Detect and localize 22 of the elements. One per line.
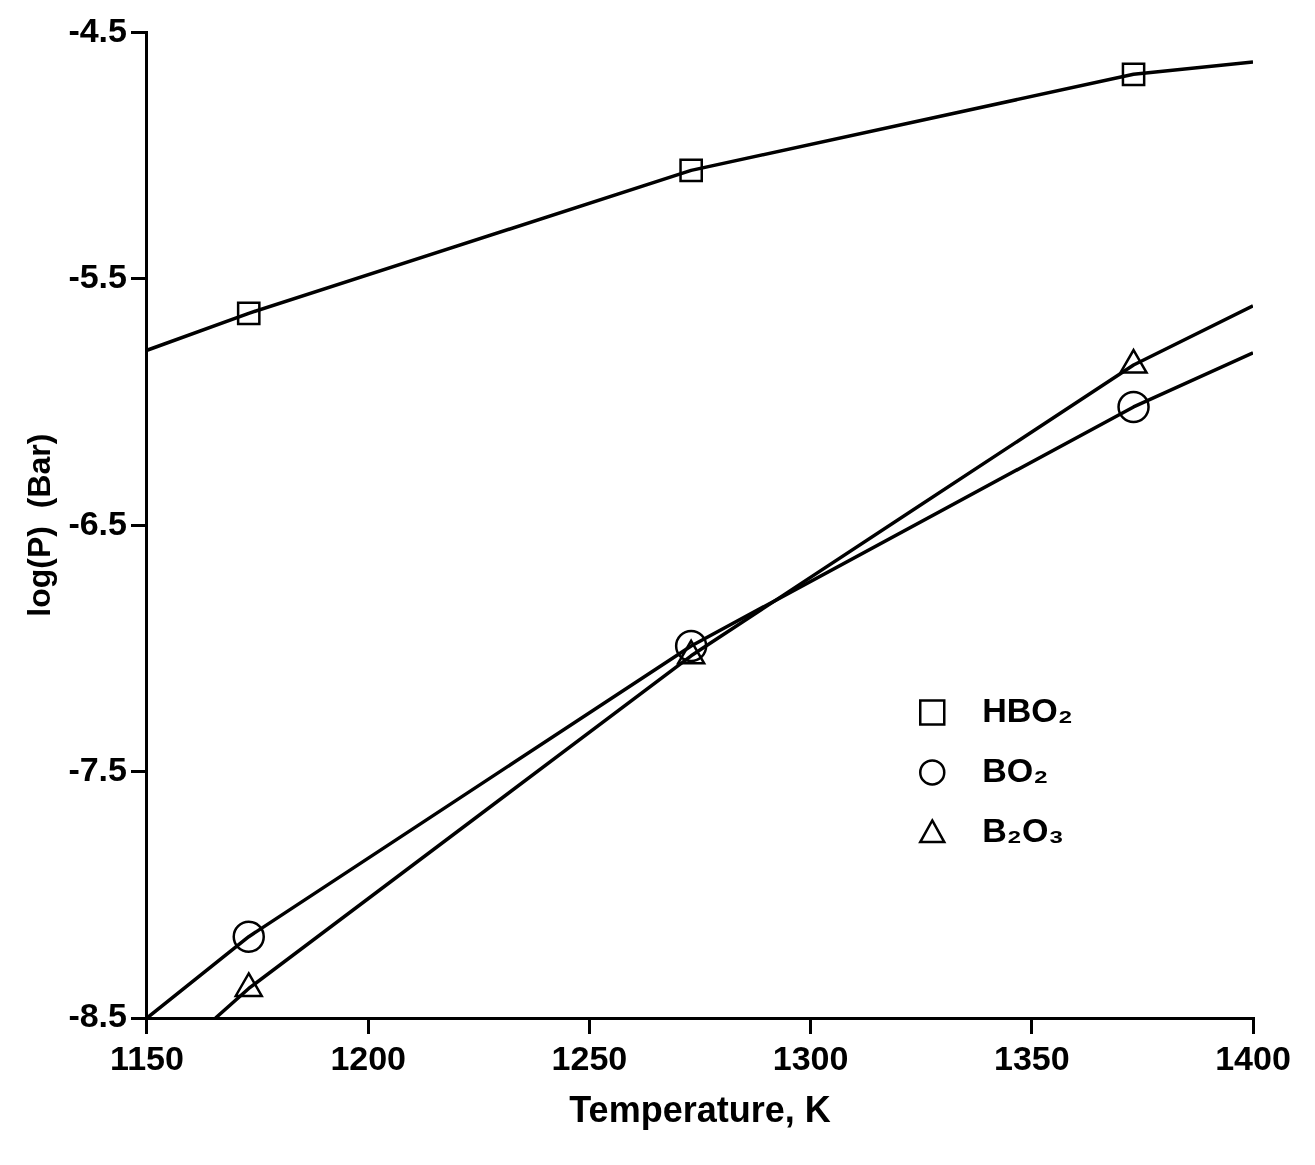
- legend-label: B₂O₃: [982, 810, 1065, 849]
- point: [1117, 390, 1150, 424]
- point: [674, 629, 708, 663]
- point: [236, 301, 261, 326]
- y-tick-label: -8.5: [68, 996, 127, 1035]
- y-tick-label: -7.5: [68, 749, 127, 788]
- legend-label: BO₂: [982, 750, 1049, 789]
- x-tick-label: 1350: [993, 1038, 1070, 1077]
- x-tick-label: 1300: [772, 1038, 849, 1077]
- point: [679, 158, 703, 183]
- x-tick-label: 1150: [110, 1038, 184, 1077]
- y-tick-label: -5.5: [68, 257, 127, 296]
- y-axis-title: log(P) (Bar): [21, 433, 58, 617]
- x-axis-title: Temperature, K: [569, 1089, 831, 1131]
- point: [1121, 62, 1146, 87]
- y-tick-label: -6.5: [68, 503, 127, 542]
- x-tick-label: 1250: [551, 1038, 628, 1077]
- point: [232, 920, 265, 953]
- y-tick-label: -4.5: [68, 10, 127, 49]
- legend-label: HBO₂: [982, 690, 1073, 729]
- x-tick-label: 1400: [1215, 1038, 1291, 1077]
- x-tick-label: 1200: [330, 1038, 407, 1077]
